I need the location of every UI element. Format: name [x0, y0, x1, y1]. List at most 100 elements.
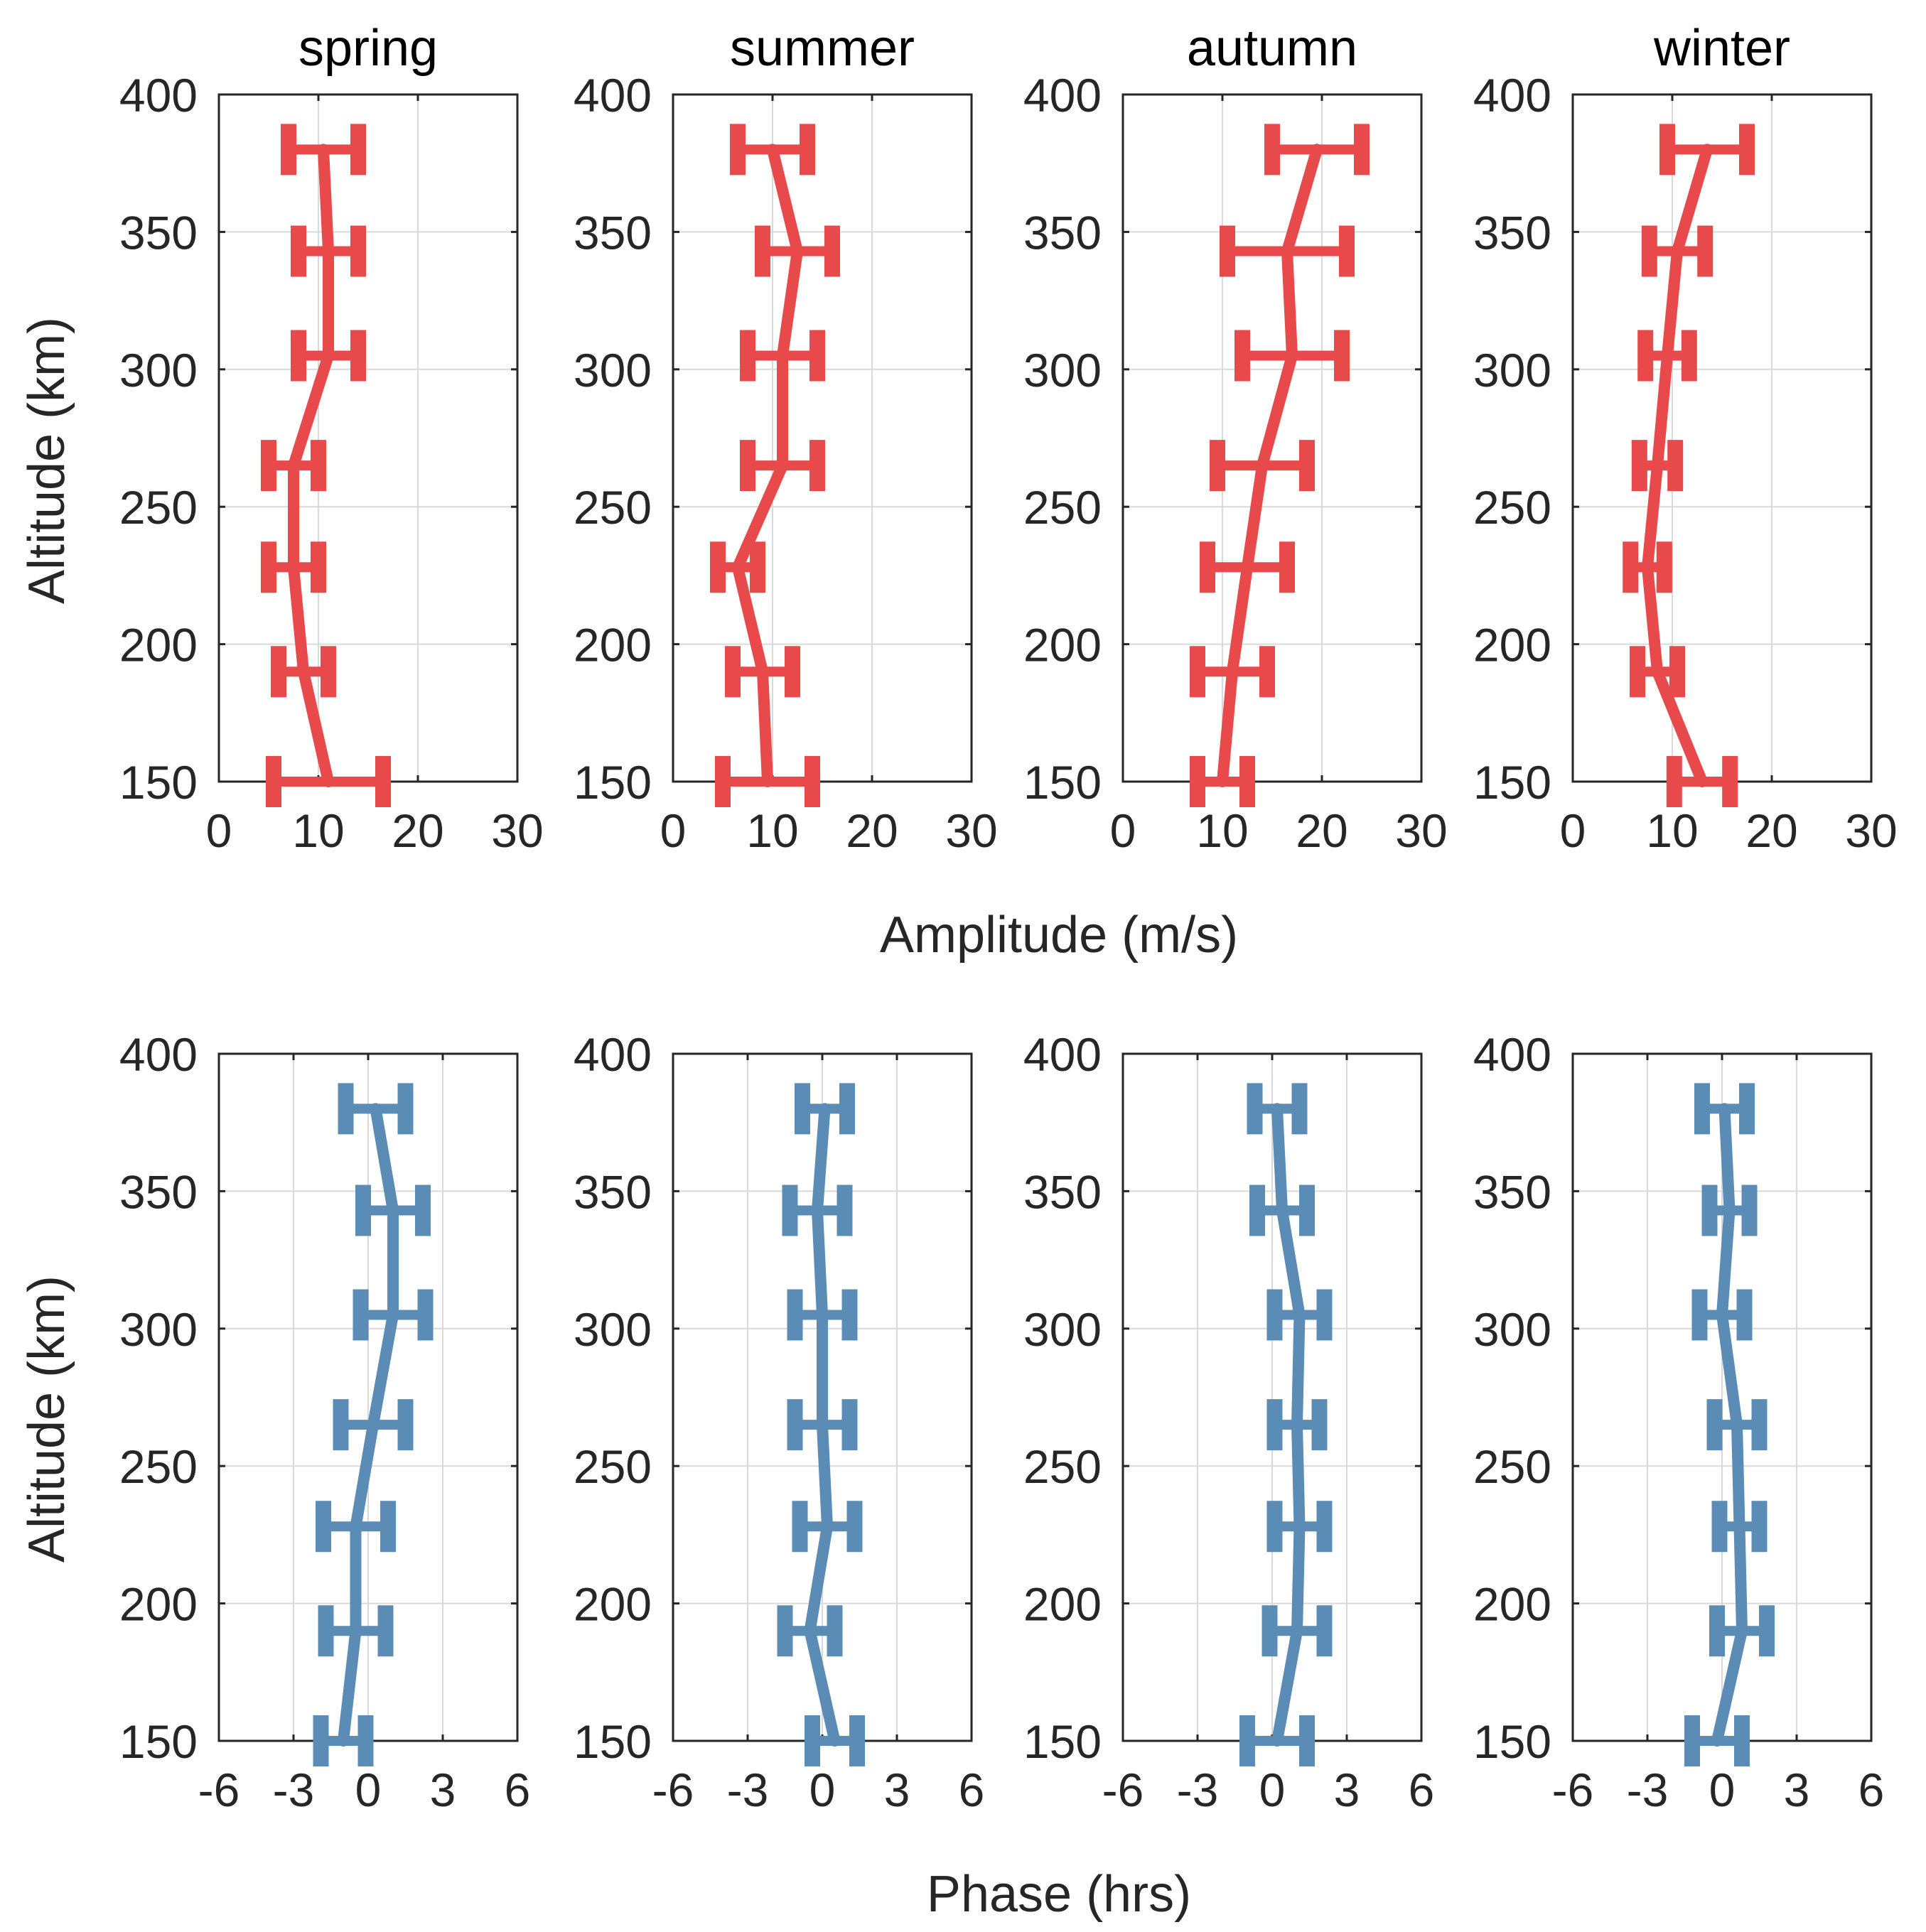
data-point — [817, 1309, 828, 1321]
x-tick-label: 0 — [355, 1764, 382, 1816]
y-tick-label: 350 — [1473, 206, 1551, 259]
data-point — [804, 1625, 816, 1637]
panel-title: summer — [730, 20, 915, 77]
y-tick-label: 200 — [574, 1578, 652, 1631]
data-point — [822, 1521, 833, 1533]
x-tick-label: 0 — [809, 1764, 836, 1816]
y-tick-label: 250 — [119, 481, 198, 534]
data-point — [387, 1309, 399, 1321]
y-tick-label: 250 — [1023, 1440, 1102, 1493]
data-point — [792, 245, 803, 257]
phase-xlabel: Phase (hrs) — [927, 1866, 1191, 1923]
panel-amplitude-3: 0 10 20 30 150 200 250 300 350 400 autumn — [1023, 20, 1448, 857]
x-tick-label: 0 — [206, 804, 232, 857]
data-point — [1642, 561, 1653, 573]
y-tick-label: 400 — [574, 1028, 652, 1081]
y-tick-label: 150 — [1473, 1715, 1551, 1768]
y-tick-label: 200 — [1023, 619, 1102, 671]
data-point — [1672, 245, 1683, 257]
data-point — [1733, 1521, 1745, 1533]
data-point — [762, 776, 773, 787]
x-tick-label: 10 — [1646, 804, 1698, 857]
x-tick-label: 6 — [959, 1764, 985, 1816]
data-point — [1701, 144, 1713, 156]
data-point — [1718, 1103, 1731, 1115]
data-point — [1716, 1309, 1728, 1321]
x-tick-label: -3 — [1177, 1764, 1219, 1816]
y-tick-label: 300 — [1023, 1303, 1102, 1356]
x-tick-label: 20 — [392, 804, 443, 857]
data-point — [1652, 460, 1663, 472]
y-tick-label: 250 — [1023, 481, 1102, 534]
x-tick-label: 3 — [430, 1764, 456, 1816]
data-point — [1227, 666, 1238, 678]
y-tick-label: 200 — [1473, 619, 1551, 671]
y-tick-label: 150 — [574, 1715, 652, 1768]
data-point — [1242, 561, 1253, 573]
x-tick-label: 30 — [945, 804, 997, 857]
data-point — [1271, 1735, 1283, 1747]
y-tick-label: 300 — [119, 1303, 198, 1356]
x-tick-label: 30 — [1395, 804, 1447, 857]
x-tick-label: -6 — [198, 1764, 240, 1816]
y-tick-label: 300 — [574, 344, 652, 396]
x-tick-label: -3 — [727, 1764, 769, 1816]
x-tick-label: 3 — [1334, 1764, 1360, 1816]
y-tick-label: 300 — [574, 1303, 652, 1356]
data-point — [757, 666, 768, 678]
data-point — [1293, 1521, 1306, 1533]
panel-amplitude-1: 0 10 20 30 150 200 250 300 350 400 spring — [119, 20, 544, 857]
y-tick-label: 400 — [119, 69, 198, 122]
y-tick-label: 350 — [574, 206, 652, 259]
x-tick-label: 10 — [746, 804, 798, 857]
x-tick-label: 0 — [1110, 804, 1136, 857]
data-point — [387, 1204, 399, 1216]
panel-phase-2: -6 -3 0 3 6 150 200 250 300 350 400 — [574, 1028, 984, 1816]
y-tick-label: 350 — [1023, 206, 1102, 259]
x-tick-label: 20 — [1296, 804, 1347, 857]
panel-amplitude-4: 0 10 20 30 150 200 250 300 350 400 winter — [1473, 20, 1898, 857]
y-tick-label: 350 — [574, 1165, 652, 1218]
y-tick-label: 200 — [1473, 1578, 1551, 1631]
x-tick-label: 30 — [1845, 804, 1897, 857]
data-point — [1736, 1625, 1748, 1637]
y-tick-label: 200 — [119, 619, 198, 671]
panel-phase-1: -6 -3 0 3 6 150 200 250 300 350 400 — [119, 1028, 530, 1816]
data-point — [323, 350, 334, 362]
data-point — [1276, 1204, 1288, 1216]
data-point — [1293, 1309, 1306, 1321]
axes-box — [217, 93, 519, 783]
data-point — [767, 144, 778, 156]
y-tick-label: 300 — [1023, 344, 1102, 396]
y-tick-label: 400 — [1473, 1028, 1551, 1081]
x-tick-label: 0 — [1560, 804, 1586, 857]
data-point — [338, 1735, 349, 1747]
data-point — [370, 1103, 382, 1115]
y-tick-label: 250 — [574, 1440, 652, 1493]
data-point — [1271, 1103, 1283, 1115]
y-tick-label: 350 — [1023, 1165, 1102, 1218]
y-tick-label: 400 — [1023, 1028, 1102, 1081]
data-point — [1217, 776, 1228, 787]
x-tick-label: -6 — [1102, 1764, 1144, 1816]
x-tick-label: -3 — [1627, 1764, 1669, 1816]
data-point — [1286, 350, 1298, 362]
data-point — [777, 350, 788, 362]
x-tick-label: 30 — [491, 804, 543, 857]
bottom-ylabel: Altitude (km) — [18, 1275, 75, 1563]
x-tick-label: 10 — [292, 804, 344, 857]
y-tick-label: 400 — [1473, 69, 1551, 122]
x-tick-label: 0 — [1259, 1764, 1286, 1816]
x-tick-label: 20 — [1745, 804, 1797, 857]
data-point — [1257, 460, 1268, 472]
amplitude-xlabel: Amplitude (m/s) — [880, 907, 1238, 964]
y-tick-label: 300 — [119, 344, 198, 396]
x-tick-label: 3 — [1784, 1764, 1810, 1816]
y-tick-label: 350 — [1473, 1165, 1551, 1218]
panel-title: spring — [298, 20, 438, 77]
y-tick-label: 150 — [119, 1715, 198, 1768]
y-tick-label: 150 — [1023, 1715, 1102, 1768]
y-tick-label: 250 — [119, 1440, 198, 1493]
x-tick-label: 6 — [1409, 1764, 1435, 1816]
